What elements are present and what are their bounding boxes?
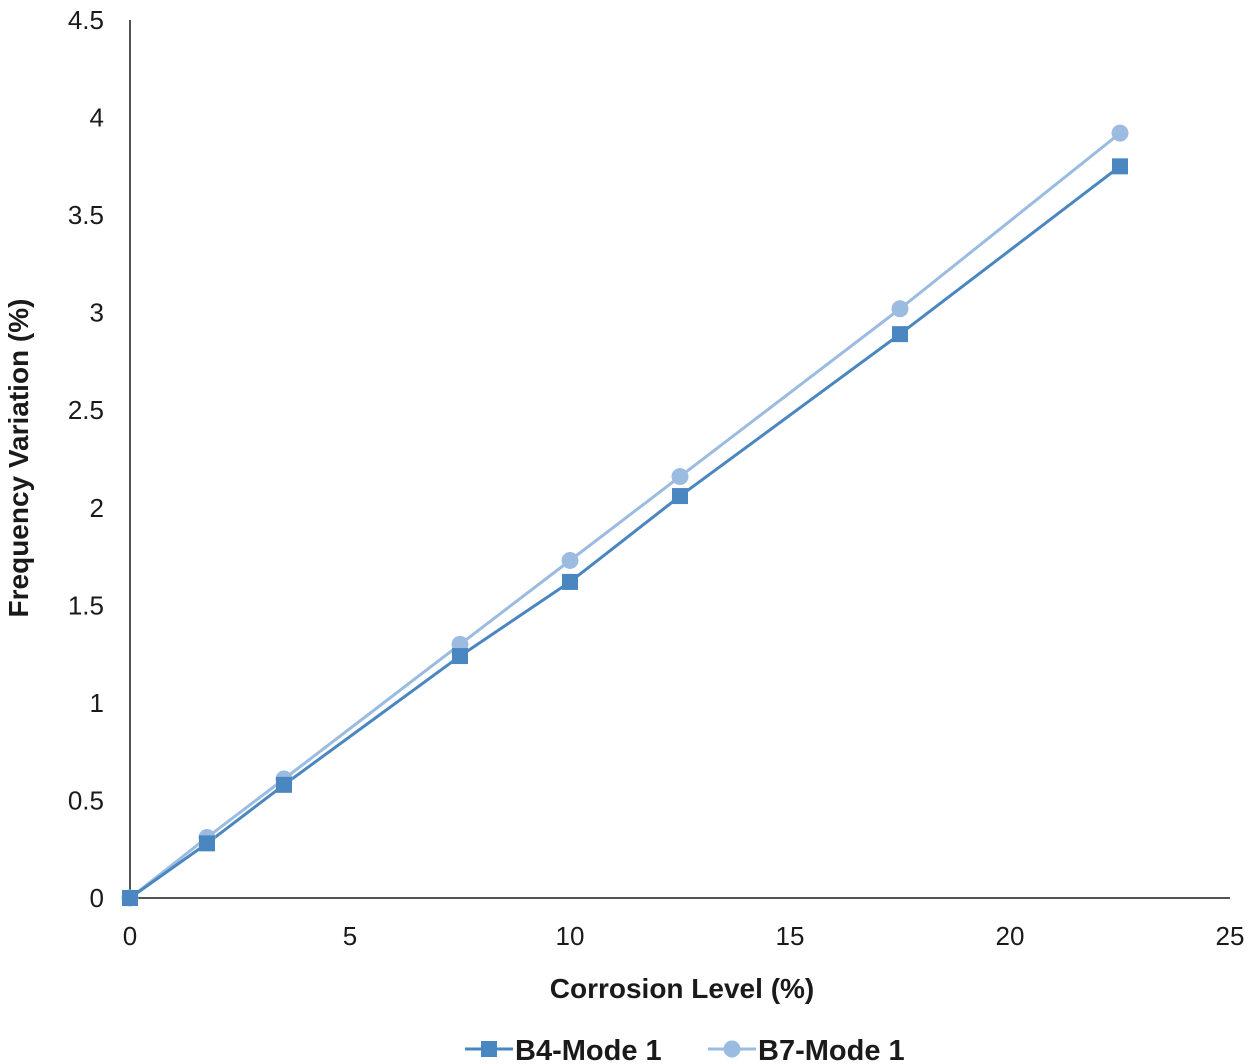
data-point-b4-mode-1 xyxy=(199,835,215,852)
data-point-b7-mode-1 xyxy=(1111,124,1129,142)
y-tick-label: 3 xyxy=(90,298,104,328)
data-point-b7-mode-1 xyxy=(891,300,909,318)
legend-label-b4-mode-1: B4-Mode 1 xyxy=(515,1035,662,1064)
y-tick-label: 4 xyxy=(90,103,104,133)
series-line-b7-mode-1 xyxy=(129,132,1121,900)
data-point-b4-mode-1 xyxy=(1112,158,1128,175)
y-tick-label: 0 xyxy=(90,883,104,913)
data-point-b4-mode-1 xyxy=(892,326,908,343)
x-tick-label: 15 xyxy=(776,921,805,951)
y-tick-label: 2.5 xyxy=(68,395,104,425)
data-point-b4-mode-1 xyxy=(452,648,468,665)
x-tick-label: 0 xyxy=(123,921,137,951)
y-tick-label: 1 xyxy=(90,688,104,718)
data-point-b7-mode-1 xyxy=(561,551,579,569)
legend: B4-Mode 1 B7-Mode 1 xyxy=(465,1035,905,1064)
data-point-b4-mode-1 xyxy=(562,573,578,590)
y-tick-label: 2 xyxy=(90,493,104,523)
data-point-b4-mode-1 xyxy=(672,488,688,505)
data-point-b4-mode-1 xyxy=(276,776,292,793)
x-tick-label: 20 xyxy=(996,921,1025,951)
x-tick-label: 25 xyxy=(1216,921,1245,951)
legend-label-b7-mode-1: B7-Mode 1 xyxy=(758,1035,905,1064)
data-point-b7-mode-1 xyxy=(671,468,689,486)
y-tick-label: 1.5 xyxy=(68,590,104,620)
y-axis-title: Frequency Variation (%) xyxy=(3,299,34,618)
y-tick-label: 0.5 xyxy=(68,785,104,815)
data-point-b4-mode-1 xyxy=(122,890,138,906)
x-tick-label: 5 xyxy=(343,921,357,951)
legend-marker-b4-mode-1 xyxy=(481,1041,497,1057)
legend-marker-b7-mode-1 xyxy=(723,1040,741,1058)
x-tick-label: 10 xyxy=(556,921,585,951)
y-tick-label: 3.5 xyxy=(68,200,104,230)
series-line-b4-mode-1 xyxy=(129,165,1121,900)
x-axis-title: Corrosion Level (%) xyxy=(550,973,814,1004)
y-tick-label: 4.5 xyxy=(68,5,104,35)
